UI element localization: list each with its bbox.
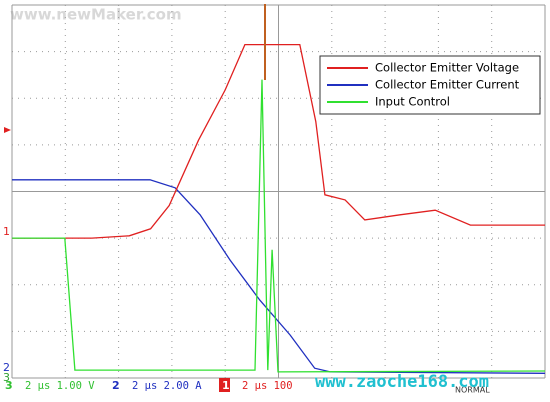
status-channel: 2 — [112, 379, 120, 392]
status-text: 2 μs 100 — [242, 380, 293, 392]
trace — [12, 43, 545, 239]
ref-arrow — [4, 127, 11, 133]
watermark: www.zaoche168.com — [315, 372, 489, 392]
status-text: 2 μs 2.00 A — [132, 380, 202, 392]
status-text: 2 μs 1.00 V — [25, 380, 95, 392]
legend: Collector Emitter Voltage Collector Emitt… — [319, 55, 541, 115]
status-channel: 3 — [5, 379, 13, 392]
trace — [12, 179, 546, 374]
mode: NORMAL — [455, 386, 490, 395]
channel-marker: 1 — [3, 225, 10, 238]
status-channel: 1 — [222, 379, 230, 392]
legend-label: Collector Emitter Voltage — [375, 61, 519, 75]
channel-marker: 3 — [3, 371, 10, 384]
channel-box — [219, 378, 230, 392]
legend-label: Collector Emitter Current — [375, 78, 520, 92]
trace — [12, 79, 546, 373]
channel-marker: 2 — [3, 361, 10, 374]
legend-label: Input Control — [375, 95, 450, 109]
watermark: www.newMaker.com — [10, 6, 182, 24]
